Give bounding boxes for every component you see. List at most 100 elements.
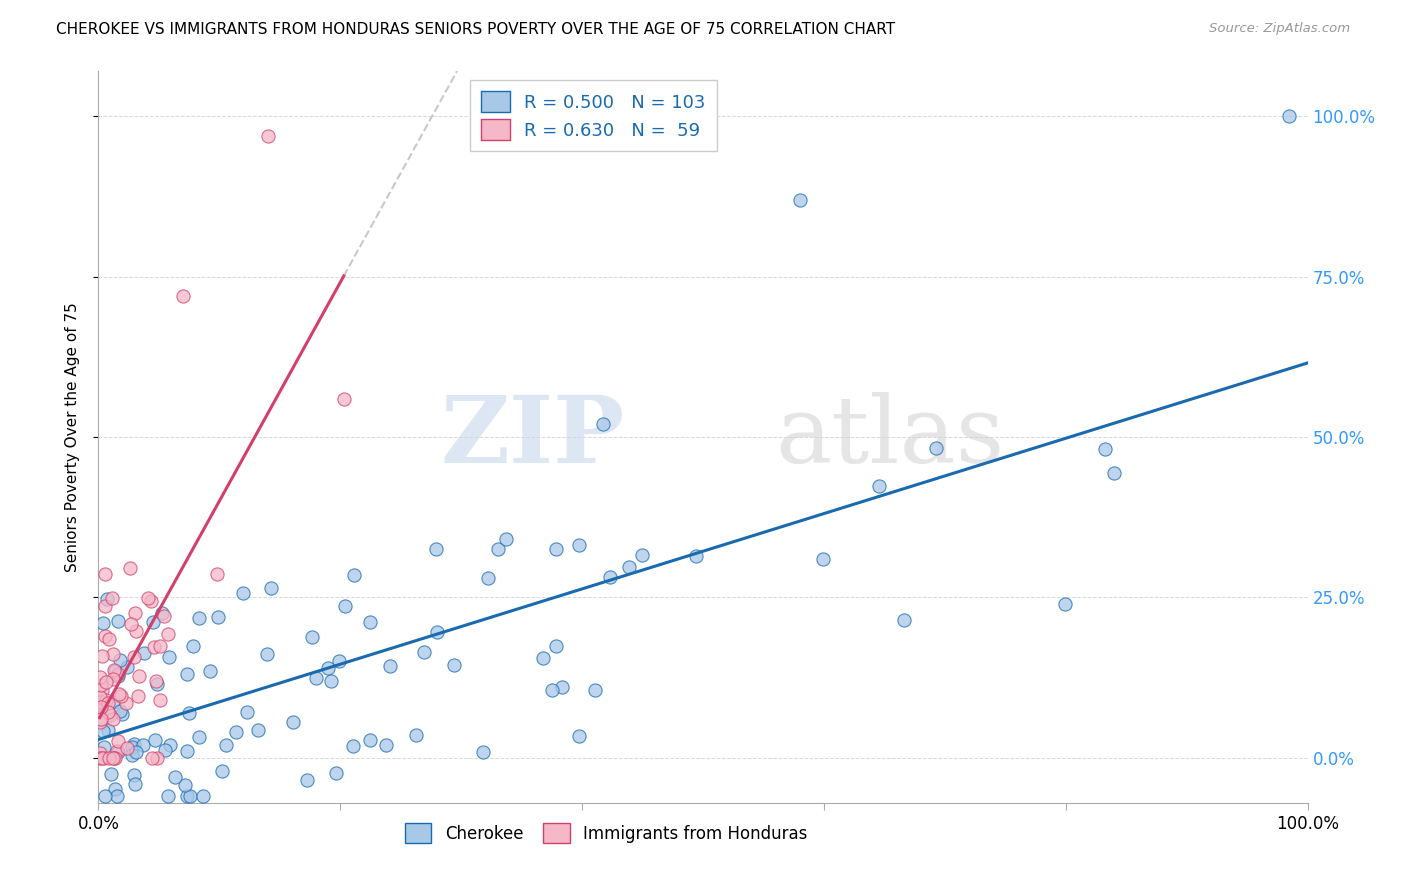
Point (232, 586, 254, 600)
Point (107, 669, 129, 683)
Point (105, 743, 128, 757)
Point (93, 629, 115, 643)
Point (89, 690, 111, 705)
Point (533, 651, 555, 665)
Point (143, 732, 166, 747)
Point (89, 705, 111, 719)
Point (281, 714, 304, 729)
Point (128, 668, 150, 682)
Point (124, 606, 146, 620)
Point (89, 746, 111, 760)
Point (125, 624, 148, 639)
Point (568, 538, 591, 552)
Point (256, 128, 278, 143)
Point (685, 549, 707, 564)
Point (132, 646, 155, 660)
Point (103, 712, 125, 726)
Point (110, 689, 132, 703)
Point (359, 732, 381, 747)
Point (193, 789, 215, 804)
Point (146, 751, 169, 765)
Point (96, 674, 118, 689)
Point (108, 653, 131, 667)
Point (425, 541, 447, 556)
Point (176, 743, 198, 757)
Point (179, 789, 201, 804)
Point (107, 745, 129, 759)
Point (94, 599, 117, 613)
Point (893, 613, 915, 627)
Point (142, 640, 165, 655)
Point (157, 627, 180, 641)
Point (101, 591, 124, 605)
Point (93, 751, 115, 765)
Point (125, 745, 148, 759)
Point (101, 695, 124, 709)
Point (305, 671, 328, 685)
Point (211, 764, 233, 779)
Point (103, 663, 125, 677)
Point (177, 706, 200, 721)
Point (89, 670, 111, 684)
Point (91, 723, 114, 738)
Point (98, 751, 121, 765)
Point (122, 649, 145, 664)
Point (110, 706, 132, 721)
Point (157, 789, 180, 804)
Point (256, 647, 278, 661)
Point (97, 723, 120, 737)
Point (207, 609, 229, 624)
Point (90, 751, 112, 765)
Point (115, 740, 138, 755)
Point (107, 666, 129, 681)
Point (1094, 442, 1116, 456)
Point (105, 789, 128, 804)
Point (108, 704, 131, 718)
Point (486, 542, 509, 557)
Point (117, 659, 139, 673)
Point (342, 739, 364, 753)
Point (115, 696, 138, 710)
Y-axis label: Seniors Poverty Over the Age of 75: Seniors Poverty Over the Age of 75 (65, 302, 80, 572)
Point (94, 789, 117, 804)
Point (328, 654, 350, 668)
Point (89, 714, 111, 729)
Point (90, 712, 112, 726)
Point (868, 479, 890, 493)
Point (544, 639, 567, 653)
Point (1053, 597, 1076, 611)
Point (617, 559, 640, 574)
Point (1102, 467, 1125, 481)
Point (247, 723, 270, 737)
Legend: Cherokee, Immigrants from Honduras: Cherokee, Immigrants from Honduras (398, 817, 814, 849)
Point (183, 639, 205, 653)
Point (103, 751, 125, 765)
Point (925, 441, 948, 455)
Point (131, 738, 153, 752)
Text: CHEROKEE VS IMMIGRANTS FROM HONDURAS SENIORS POVERTY OVER THE AGE OF 75 CORRELAT: CHEROKEE VS IMMIGRANTS FROM HONDURAS SEN… (56, 22, 896, 37)
Point (127, 689, 149, 703)
Point (541, 683, 564, 698)
Point (107, 733, 129, 747)
Point (176, 789, 198, 804)
Point (146, 677, 169, 691)
Point (159, 649, 181, 664)
Point (91, 649, 114, 664)
Point (205, 567, 228, 582)
Point (236, 705, 259, 719)
Point (89, 751, 111, 765)
Point (295, 772, 318, 787)
Point (225, 724, 247, 739)
Point (443, 658, 465, 673)
Point (359, 615, 381, 629)
Point (141, 594, 163, 608)
Point (153, 743, 176, 757)
Point (551, 680, 574, 694)
Point (188, 730, 211, 744)
Point (174, 779, 197, 793)
Point (405, 728, 427, 742)
Point (544, 542, 567, 557)
Point (592, 417, 614, 432)
Point (104, 665, 127, 679)
Point (477, 571, 499, 585)
